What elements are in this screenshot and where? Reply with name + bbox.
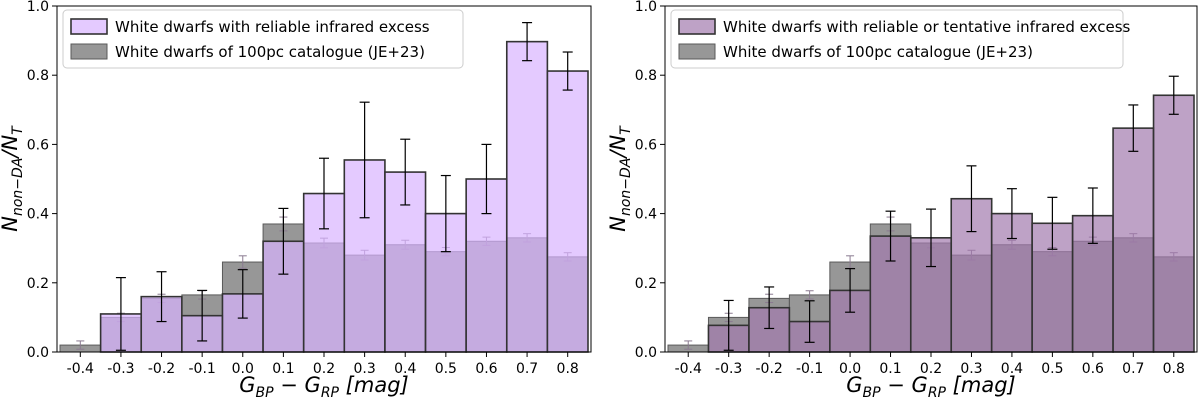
- x-label-sub-rp: RP: [928, 385, 947, 400]
- x-tick-label: 0.5: [435, 361, 457, 377]
- x-tick-label: 0.0: [839, 361, 861, 377]
- y-tick-label: 0.8: [635, 68, 657, 84]
- x-axis-label: GBP − GRP [mag]: [846, 373, 1015, 400]
- y-label-sub-t: T: [618, 125, 634, 135]
- x-tick-label: 0.6: [475, 361, 497, 377]
- legend-label-sample: White dwarfs with reliable or tentative …: [723, 18, 1131, 36]
- legend-label-catalogue: White dwarfs of 100pc catalogue (JE+23): [115, 43, 425, 61]
- legend-label-catalogue: White dwarfs of 100pc catalogue (JE+23): [723, 43, 1033, 61]
- legend-box: [670, 9, 1124, 69]
- sample-bars: [707, 75, 1195, 353]
- x-tick-label: 0.8: [557, 361, 579, 377]
- y-label-n: N: [0, 216, 22, 232]
- x-tick-label: 0.5: [1041, 361, 1063, 377]
- x-tick-label: 0.2: [313, 361, 335, 377]
- y-label-sub-nonda: non−DA: [10, 158, 26, 216]
- legend-swatch-sample: [70, 18, 108, 35]
- y-label-slash-n: /N: [606, 135, 630, 160]
- x-tick-label: 0.6: [1082, 361, 1104, 377]
- sample-bars: [99, 22, 589, 353]
- x-tick-label: -0.4: [675, 361, 702, 377]
- y-label-slash-n: /N: [0, 135, 22, 160]
- x-label-sub-rp: RP: [321, 385, 340, 400]
- y-label-n: N: [606, 216, 630, 232]
- x-label-minus-g: − G: [881, 373, 928, 397]
- y-tick-label: 0.4: [27, 207, 49, 223]
- x-tick-label: -0.4: [67, 361, 94, 377]
- x-tick-label: 0.3: [960, 361, 982, 377]
- legend-swatch-sample: [678, 18, 716, 35]
- x-tick-label: 0.2: [920, 361, 942, 377]
- chart-panel-1: 0.0 0.2 0.4 0.6 0.8 1.0 -0.4 -0.3 -0.2 -0.1 0.0 0.1…: [0, 0, 592, 400]
- x-tick-label: 0.7: [516, 361, 538, 377]
- sample-bar: [546, 70, 589, 353]
- legend: White dwarfs with reliable infrared exce…: [62, 9, 464, 69]
- x-label-g: G: [846, 373, 862, 397]
- y-tick-label: 0.6: [27, 137, 49, 153]
- x-label-sub-bp: BP: [863, 385, 882, 400]
- legend-swatch-catalogue: [70, 43, 108, 60]
- y-tick-label: 0.4: [635, 207, 657, 223]
- y-label-sub-t: T: [10, 125, 26, 135]
- y-tick-label: 1.0: [27, 0, 49, 15]
- x-tick-label: -0.3: [107, 361, 134, 377]
- y-axis-label: Nnon−DA/NT: [0, 125, 26, 232]
- x-tick-label: -0.2: [755, 361, 782, 377]
- y-axis-label: Nnon−DA/NT: [606, 125, 634, 232]
- x-tick-label: 0.7: [1122, 361, 1144, 377]
- x-tick-label: -0.1: [796, 361, 823, 377]
- x-label-g: G: [239, 373, 255, 397]
- legend-label-sample: White dwarfs with reliable infrared exce…: [115, 18, 430, 36]
- x-label-unit: [mag]: [946, 373, 1016, 397]
- x-label-sub-bp: BP: [256, 385, 275, 400]
- chart-panel-2: 0.0 0.2 0.4 0.6 0.8 1.0 -0.4 -0.3 -0.2 -0.1 0.0 0.1…: [606, 0, 1198, 400]
- x-tick-label: -0.2: [148, 361, 175, 377]
- x-axis-label: GBP − GRP [mag]: [239, 373, 408, 400]
- sample-bar: [505, 40, 549, 353]
- y-tick-label: 0.8: [27, 68, 49, 84]
- x-tick-label: 0.0: [232, 361, 254, 377]
- x-tick-label: 0.4: [1001, 361, 1023, 377]
- y-label-sub-nonda: non−DA: [618, 158, 634, 216]
- x-label-unit: [mag]: [339, 373, 409, 397]
- x-tick-label: 0.3: [353, 361, 375, 377]
- y-tick-label: 0.0: [27, 345, 49, 361]
- y-tick-label: 0.2: [635, 276, 657, 292]
- y-tick-label: 0.2: [27, 276, 49, 292]
- y-tick-label: 0.0: [635, 345, 657, 361]
- y-tick-label: 1.0: [635, 0, 657, 15]
- x-tick-label: 0.8: [1163, 361, 1185, 377]
- x-tick-label: -0.1: [188, 361, 215, 377]
- sample-bar: [1112, 127, 1155, 353]
- x-label-minus-g: − G: [274, 373, 321, 397]
- legend: White dwarfs with reliable or tentative …: [670, 9, 1131, 69]
- sample-bar: [1152, 94, 1195, 353]
- x-tick-label: 0.1: [879, 361, 901, 377]
- y-tick-label: 0.6: [635, 137, 657, 153]
- legend-swatch-catalogue: [678, 43, 716, 60]
- x-tick-label: 0.1: [272, 361, 294, 377]
- x-tick-label: 0.4: [394, 361, 416, 377]
- legend-box: [62, 9, 464, 69]
- x-tick-label: -0.3: [715, 361, 742, 377]
